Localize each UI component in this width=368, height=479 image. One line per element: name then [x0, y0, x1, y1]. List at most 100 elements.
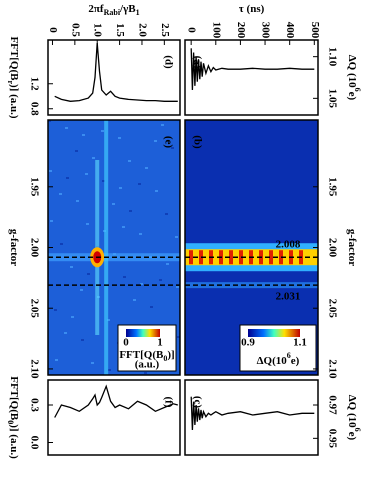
heatmap-noise — [101, 130, 104, 132]
heatmap-noise — [87, 273, 90, 275]
heatmap-noise — [119, 187, 122, 189]
heatmap-noise — [108, 369, 111, 371]
heatmap-noise — [145, 167, 148, 169]
heatmap-noise — [165, 213, 168, 215]
colorbar-tick-label: 1.1 — [293, 337, 307, 349]
y-tick-label: 2.10 — [326, 359, 338, 379]
x-tick-label: 1.5 — [114, 23, 126, 37]
heatmap-noise — [50, 220, 53, 222]
plot-area — [54, 384, 178, 418]
heatmap-noise — [140, 283, 143, 285]
heatmap-noise — [144, 372, 147, 374]
panel-label: (f) — [162, 397, 174, 408]
label-part: FFT[Q(B — [8, 36, 20, 81]
heatmap-noise — [154, 140, 157, 142]
panel-frame — [184, 379, 319, 456]
heatmap-noise — [166, 263, 169, 265]
panel-label: (e) — [162, 136, 174, 149]
line — [190, 48, 315, 91]
y-tick-label: 0.0 — [28, 436, 40, 450]
label-part: 6 — [353, 88, 362, 92]
label-part: e) — [346, 432, 358, 441]
heatmap-noise — [118, 137, 121, 139]
plot-area — [54, 43, 178, 102]
colorbar-label: FFT[Q(B0)] — [119, 349, 174, 364]
heatmap-noise — [159, 279, 162, 281]
heatmap-noise — [122, 226, 125, 228]
label-part: 6 — [287, 351, 291, 360]
label-part: e) — [291, 355, 300, 367]
label-part: r — [6, 80, 15, 84]
panel-label: (d) — [162, 55, 174, 69]
panel-label: (c) — [191, 396, 203, 409]
x-tick-label: 0.5 — [69, 23, 81, 37]
heatmap-noise — [112, 203, 115, 205]
colorbar-tick-label: 0 — [123, 337, 129, 349]
heatmap-noise — [102, 180, 105, 182]
heatmap-noise — [55, 359, 58, 361]
heatmap-noise — [76, 200, 79, 202]
heatmap-noise — [75, 150, 78, 152]
heatmap-noise — [80, 289, 83, 291]
heatmap-noise — [177, 336, 180, 338]
y-tick-label: 1.2 — [28, 77, 40, 91]
heatmap-noise — [91, 362, 94, 364]
heatmap-noise — [86, 223, 89, 225]
y-axis-label: g-factor — [346, 229, 358, 266]
y-axis-label: FFT[Q(Br)] (a.u.) — [6, 36, 21, 118]
plot-area — [190, 396, 315, 431]
x-tick-label: 100 — [210, 22, 222, 39]
annotation: 2.031 — [276, 291, 301, 303]
label-part: 0 — [163, 354, 167, 363]
y-tick-label: 2.00 — [326, 238, 338, 258]
label-part: ΔQ (10 — [346, 55, 358, 88]
y-tick-label: 2.10 — [28, 359, 40, 379]
x-tick-label: 2.0 — [136, 23, 148, 37]
label-part: 6 — [353, 428, 362, 432]
line — [54, 43, 178, 102]
colorbar — [248, 329, 300, 337]
x-tick-label: 0 — [186, 27, 198, 33]
heatmap-noise — [133, 299, 136, 301]
label-part: ΔQ(10 — [257, 355, 288, 367]
y-tick-label: 2.00 — [28, 238, 40, 258]
colorbar — [126, 329, 160, 337]
y-tick-label: 0.8 — [28, 102, 40, 116]
heatmap-noise — [70, 266, 73, 268]
label-part: /γB — [119, 3, 136, 15]
label-part: )] (a.u.) — [8, 424, 20, 459]
y-tick-label: 0.97 — [326, 395, 338, 415]
panel-frame — [47, 39, 181, 116]
line — [190, 396, 315, 431]
colorbar-tick-label: 1 — [157, 337, 163, 349]
panel-label: (a) — [191, 56, 203, 69]
heatmap-noise — [64, 332, 67, 334]
colorbar-tick-label: 0.9 — [241, 337, 255, 349]
heatmap-noise — [139, 233, 142, 235]
heatmap-noise — [60, 243, 63, 245]
heatmap-noise — [59, 193, 62, 195]
heatmap-noise — [176, 286, 179, 288]
label-part: 2πf — [88, 3, 104, 15]
label-part: 0 — [6, 420, 15, 424]
heatmap-noise — [48, 120, 51, 122]
x-tick-label: 500 — [309, 22, 321, 39]
label-part: 1 — [136, 8, 140, 17]
y-tick-label: 0.95 — [326, 429, 338, 449]
panel-frame — [184, 39, 319, 116]
heatmap-stripe — [189, 250, 193, 265]
heatmap-noise — [128, 160, 131, 162]
y-tick-label: 1.05 — [326, 89, 338, 109]
heatmap-noise — [71, 316, 74, 318]
x-tick-label: 300 — [260, 22, 272, 39]
plot-area — [190, 48, 315, 91]
line — [54, 384, 178, 418]
y-tick-label: 1.95 — [326, 177, 338, 197]
heatmap-noise — [150, 306, 153, 308]
heatmap-noise — [155, 190, 158, 192]
heatmap-noise — [129, 210, 132, 212]
heatmap-noise — [65, 127, 68, 129]
label-part: FFT[Q(B — [119, 349, 164, 361]
label-part: g-factor — [346, 229, 358, 266]
